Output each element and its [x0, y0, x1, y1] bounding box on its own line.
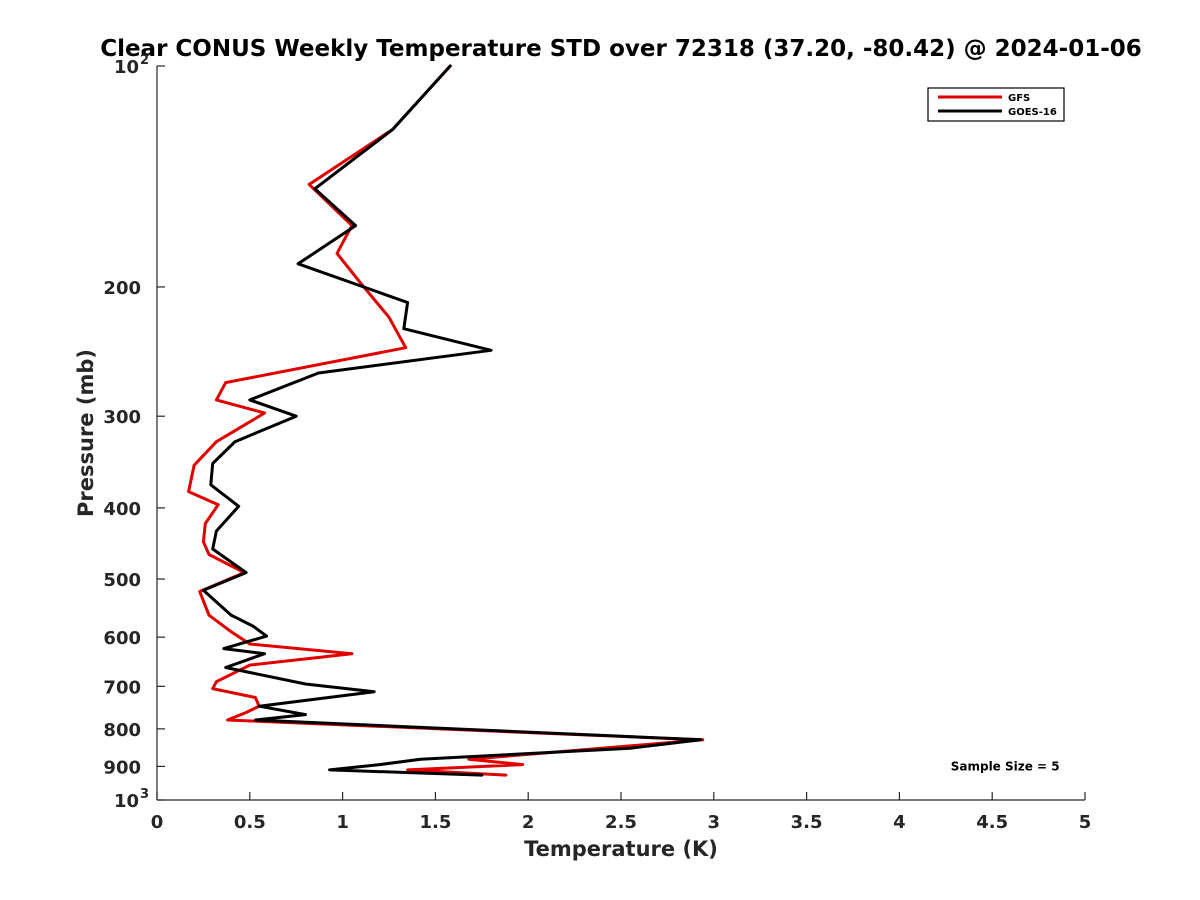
y-axis-label: Pressure (mb) — [74, 349, 98, 517]
y-tick-label: 400 — [103, 499, 141, 520]
series-line-goes-16 — [201, 64, 703, 777]
x-tick-label: 5 — [1079, 812, 1092, 833]
x-tick-label: 0.5 — [234, 812, 266, 833]
y-tick-label: 200 — [103, 278, 141, 299]
y-tick-base: 10 — [114, 57, 139, 78]
series-line-gfs — [187, 64, 705, 777]
y-tick-label: 900 — [103, 757, 141, 778]
x-tick-label: 0 — [151, 812, 164, 833]
legend-label-goes-16: GOES-16 — [1008, 107, 1057, 118]
x-tick-label: 2.5 — [605, 812, 637, 833]
y-tick-exponent: 2 — [140, 53, 149, 68]
y-tick-label: 700 — [103, 677, 141, 698]
series-layer — [187, 64, 705, 777]
x-tick-label: 4.5 — [976, 812, 1008, 833]
x-tick-label: 4 — [893, 812, 906, 833]
legend: GFS GOES-16 — [927, 87, 1065, 122]
y-tick-exponent: 3 — [140, 787, 149, 802]
legend-label-gfs: GFS — [1008, 93, 1030, 104]
sample-size-annotation: Sample Size = 5 — [951, 759, 1060, 773]
legend-entries: GFS GOES-16 — [938, 93, 1057, 118]
y-tick-label: 300 — [103, 407, 141, 428]
plot-area: 0 0.5 1 1.5 2 2.5 3 3.5 4 4.5 5 10 2200300400500600… — [103, 53, 1091, 833]
y-tick-label: 800 — [103, 720, 141, 741]
legend-box — [927, 87, 1065, 122]
y-tick-label: 600 — [103, 628, 141, 649]
annotations: Sample Size = 5 — [951, 759, 1060, 773]
x-tick-label: 3 — [708, 812, 721, 833]
x-tick-label: 1.5 — [419, 812, 451, 833]
x-tick-label: 2 — [522, 812, 535, 833]
x-ticks: 0 0.5 1 1.5 2 2.5 3 3.5 4 4.5 5 — [151, 792, 1092, 833]
y-tick-base: 10 — [114, 791, 139, 812]
x-axis-label: Temperature (K) — [524, 837, 718, 861]
y-tick-label: 500 — [103, 570, 141, 591]
y-tick-label: 10 2 — [114, 53, 149, 78]
x-tick-label: 1 — [336, 812, 349, 833]
x-tick-label: 3.5 — [791, 812, 823, 833]
chart-title: Clear CONUS Weekly Temperature STD over … — [100, 36, 1142, 62]
y-tick-label: 10 3 — [114, 787, 149, 812]
